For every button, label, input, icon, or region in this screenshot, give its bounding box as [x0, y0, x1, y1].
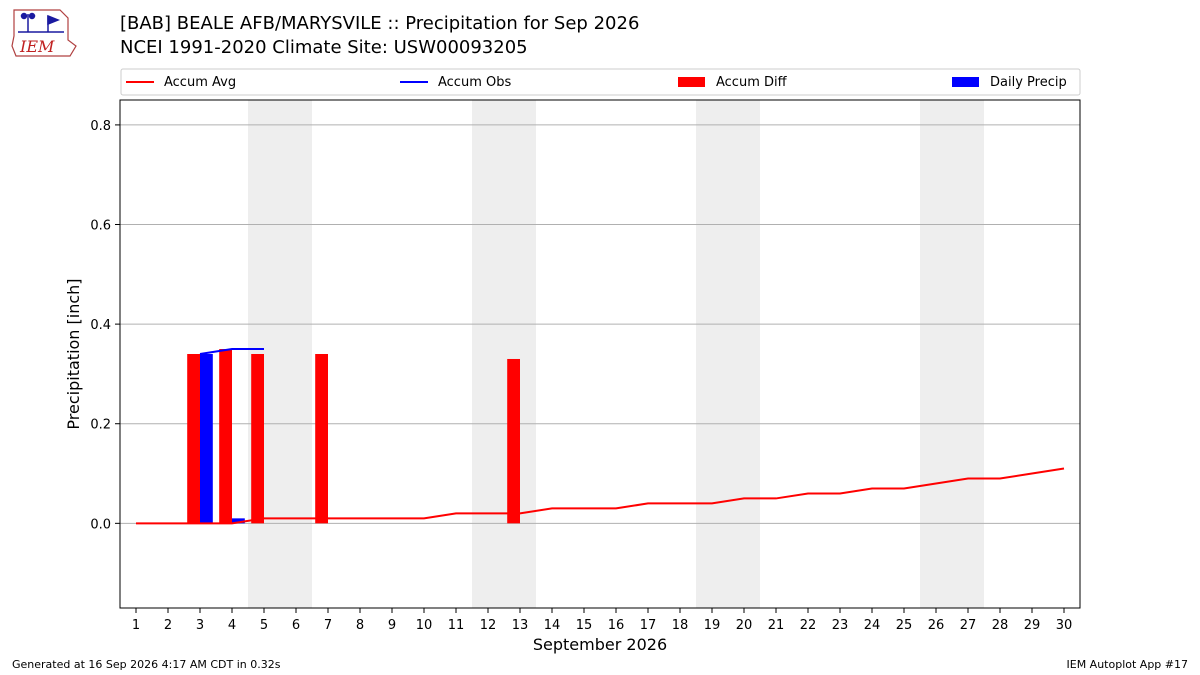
x-tick-label: 12: [480, 618, 497, 633]
x-tick-label: 6: [292, 618, 300, 633]
x-tick-label: 10: [416, 618, 433, 633]
y-tick-label: 0.8: [90, 119, 111, 134]
x-tick-label: 1: [132, 618, 140, 633]
x-tick-label: 3: [196, 618, 204, 633]
x-tick-label: 2: [164, 618, 172, 633]
x-tick-label: 5: [260, 618, 268, 633]
legend-label-daily-precip: Daily Precip: [990, 75, 1067, 90]
chart-subtitle: NCEI 1991-2020 Climate Site: USW00093205: [120, 37, 528, 58]
x-tick-label: 23: [832, 618, 849, 633]
y-tick-label: 0.2: [90, 418, 111, 433]
legend-label-accum-diff: Accum Diff: [716, 75, 788, 90]
x-tick-label: 21: [768, 618, 785, 633]
legend-label-accum-avg: Accum Avg: [164, 75, 236, 90]
accum-obs-line: [199, 348, 264, 355]
footer-generated: Generated at 16 Sep 2026 4:17 AM CDT in …: [12, 658, 281, 671]
x-tick-label: 24: [864, 618, 881, 633]
x-tick-label: 28: [992, 618, 1009, 633]
x-tick-label: 9: [388, 618, 396, 633]
x-tick-label: 19: [704, 618, 721, 633]
legend-swatch-daily-precip: [952, 77, 979, 87]
y-tick-label: 0.4: [90, 318, 111, 333]
x-tick-label: 13: [512, 618, 529, 633]
weekend-shade-0: [248, 100, 312, 608]
daily-precip-bar-4: [232, 518, 245, 524]
legend: Accum Avg Accum Obs Accum Diff Daily Precip: [120, 68, 1081, 96]
x-tick-label: 11: [448, 618, 465, 633]
accum-diff-bar-7: [315, 354, 328, 524]
x-tick-label: 29: [1024, 618, 1041, 633]
footer-app: IEM Autoplot App #17: [1066, 658, 1189, 671]
x-tick-label: 7: [324, 618, 332, 633]
accum-diff-bar-5: [251, 354, 264, 524]
x-tick-label: 15: [576, 618, 593, 633]
x-tick-label: 26: [928, 618, 945, 633]
accum-diff-bar-3: [187, 354, 200, 524]
x-tick-label: 4: [228, 618, 236, 633]
y-axis-label: Precipitation [inch]: [64, 278, 83, 429]
plot-frame: [119, 99, 1081, 609]
y-tick-label: 0.0: [90, 517, 111, 532]
legend-box: [120, 68, 1081, 96]
weekend-shade-1: [472, 100, 536, 608]
y-tick-label: 0.6: [90, 219, 111, 234]
x-tick-label: 22: [800, 618, 817, 633]
x-tick-label: 17: [640, 618, 657, 633]
x-tick-label: 8: [356, 618, 364, 633]
x-tick-label: 25: [896, 618, 913, 633]
x-tick-label: 20: [736, 618, 753, 633]
accum-avg-line: [136, 467, 1065, 525]
x-tick-label: 14: [544, 618, 561, 633]
weekend-shade-2: [696, 100, 760, 608]
accum-diff-bar-13: [507, 358, 520, 524]
x-tick-label: 27: [960, 618, 977, 633]
daily-precip-bar-3: [200, 354, 213, 524]
logo-text: IEM: [19, 37, 55, 56]
legend-label-accum-obs: Accum Obs: [438, 75, 511, 90]
x-tick-label: 18: [672, 618, 689, 633]
weekend-shade-3: [920, 100, 984, 608]
iem-logo: IEM: [11, 9, 77, 57]
x-tick-label: 30: [1056, 618, 1073, 633]
x-axis-label: September 2026: [533, 635, 667, 654]
chart-title: [BAB] BEALE AFB/MARYSVILE :: Precipitati…: [120, 13, 640, 34]
legend-swatch-accum-diff: [678, 77, 705, 87]
accum-diff-bar-4: [219, 349, 232, 524]
x-tick-label: 16: [608, 618, 625, 633]
